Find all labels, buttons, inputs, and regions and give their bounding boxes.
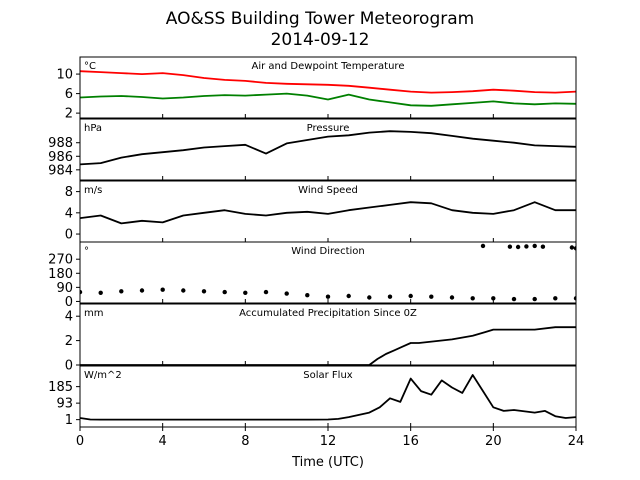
wind-direction-unit: ° bbox=[84, 246, 89, 257]
wind-direction-point bbox=[507, 244, 513, 249]
wind-direction-series-1 bbox=[480, 243, 576, 251]
wind-direction-point bbox=[573, 296, 576, 301]
wind-speed-ytick-label: 4 bbox=[65, 206, 73, 221]
wind-direction-point bbox=[139, 288, 145, 293]
x-tick-label: 8 bbox=[241, 434, 249, 449]
wind-direction-point bbox=[532, 296, 537, 302]
x-axis-label: Time (UTC) bbox=[291, 455, 364, 470]
wind-direction-point bbox=[181, 288, 186, 293]
wind-direction-point bbox=[569, 245, 575, 250]
solar-flux-unit: W/m^2 bbox=[84, 370, 122, 381]
wind-speed-panel: 0 4 8 m/s Wind Speed bbox=[65, 180, 577, 243]
solar-flux-title: Solar Flux bbox=[303, 370, 353, 381]
solar-flux-series-0 bbox=[80, 374, 576, 421]
pressure-series-0 bbox=[80, 130, 576, 166]
wind-direction-series-0 bbox=[80, 287, 576, 302]
x-tick-label: 4 bbox=[159, 434, 167, 449]
wind-direction-point bbox=[524, 244, 529, 249]
wind-direction-point bbox=[160, 287, 165, 292]
temperature-ytick-label: 2 bbox=[65, 107, 73, 122]
precipitation-unit: mm bbox=[84, 308, 103, 319]
x-tick-label: 24 bbox=[568, 434, 585, 449]
precipitation-ytick-label: 0 bbox=[65, 359, 73, 374]
precipitation-ytick-label: 2 bbox=[65, 334, 73, 349]
wind-direction-point bbox=[346, 293, 351, 299]
wind-direction-point bbox=[408, 293, 413, 299]
wind-direction-ytick-label: 270 bbox=[48, 253, 73, 268]
x-tick-label: 16 bbox=[402, 434, 419, 449]
wind-speed-title: Wind Speed bbox=[298, 185, 358, 196]
wind-direction-point bbox=[201, 289, 207, 294]
solar-flux-ytick-label: 1 bbox=[65, 413, 73, 428]
wind-direction-point bbox=[325, 294, 331, 299]
wind-direction-point bbox=[367, 295, 372, 300]
precipitation-panel: 0 2 4 mm Accumulated Precipitation Since 0Z bbox=[65, 303, 577, 374]
x-axis: 0 4 8 12 16 20 24 bbox=[76, 427, 584, 449]
wind-direction-point bbox=[80, 289, 83, 295]
wind-direction-point bbox=[470, 296, 475, 301]
x-tick-label: 12 bbox=[320, 434, 337, 449]
pressure-unit: hPa bbox=[84, 123, 102, 134]
pressure-title: Pressure bbox=[307, 123, 350, 134]
wind-direction-point bbox=[263, 289, 269, 295]
pressure-ytick-label: 986 bbox=[48, 150, 73, 165]
wind-speed-ytick-label: 8 bbox=[65, 185, 73, 200]
wind-direction-title: Wind Direction bbox=[291, 246, 365, 257]
pressure-ytick-label: 988 bbox=[48, 136, 73, 151]
wind-direction-point bbox=[98, 290, 103, 295]
wind-direction-point bbox=[553, 296, 558, 301]
wind-direction-point bbox=[511, 296, 517, 302]
wind-direction-point bbox=[222, 289, 227, 295]
wind-direction-point bbox=[284, 291, 289, 296]
wind-direction-point bbox=[119, 289, 124, 294]
figure-title: AO&SS Building Tower Meteorogram bbox=[166, 9, 474, 29]
solar-flux-panel: 193 185 W/m^2 Solar Flux bbox=[48, 365, 577, 428]
wind-direction-ytick-label: 0 bbox=[65, 295, 73, 310]
precipitation-title: Accumulated Precipitation Since 0Z bbox=[239, 308, 417, 319]
precipitation-ytick-label: 4 bbox=[65, 310, 73, 325]
temperature-title: Air and Dewpoint Temperature bbox=[252, 61, 405, 72]
solar-flux-ytick-label: 185 bbox=[48, 380, 73, 395]
wind-direction-point bbox=[429, 294, 434, 299]
wind-direction-ytick-label: 180 bbox=[48, 267, 73, 282]
figure-date: 2014-09-12 bbox=[271, 30, 370, 50]
wind-speed-ytick-label: 0 bbox=[65, 228, 73, 243]
wind-direction-point bbox=[491, 296, 496, 301]
pressure-ytick-label: 984 bbox=[48, 163, 73, 178]
temperature-unit: °C bbox=[84, 61, 96, 72]
wind-direction-point bbox=[540, 244, 546, 249]
wind-direction-point bbox=[573, 246, 576, 251]
temperature-ytick-label: 10 bbox=[56, 68, 73, 83]
wind-direction-point bbox=[515, 244, 521, 250]
precipitation-series-0 bbox=[80, 326, 576, 365]
wind-direction-point bbox=[449, 295, 455, 300]
wind-speed-series-0 bbox=[80, 201, 576, 225]
x-tick-label: 20 bbox=[485, 434, 502, 449]
temperature-series-1 bbox=[80, 92, 576, 107]
wind-direction-point bbox=[243, 290, 248, 295]
temperature-series-0 bbox=[80, 70, 576, 94]
temperature-panel: 2 6 10 °C Air and Dewpoint Temperature bbox=[56, 56, 577, 122]
wind-direction-point bbox=[387, 294, 393, 299]
wind-direction-point bbox=[532, 243, 537, 249]
x-tick-label: 0 bbox=[76, 434, 84, 449]
wind-direction-point bbox=[305, 293, 310, 298]
wind-direction-ytick-label: 90 bbox=[56, 281, 73, 296]
temperature-ytick-label: 6 bbox=[65, 87, 73, 102]
solar-flux-ytick-label: 93 bbox=[56, 397, 73, 412]
wind-speed-unit: m/s bbox=[84, 185, 102, 196]
wind-direction-point bbox=[480, 243, 486, 249]
